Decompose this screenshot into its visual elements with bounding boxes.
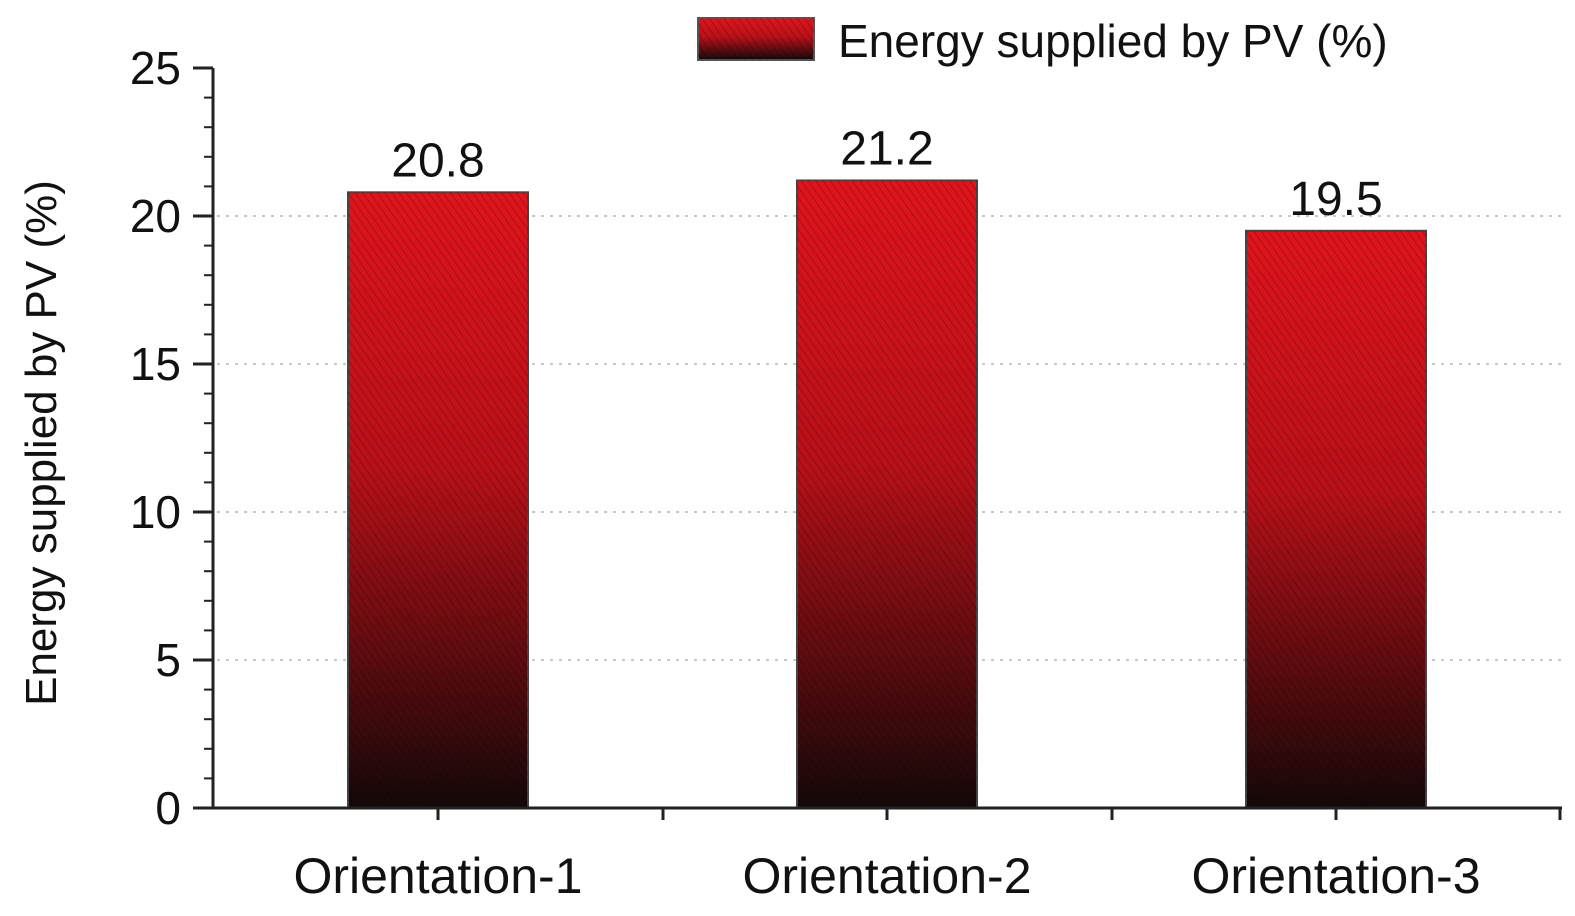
legend-swatch-hatch	[698, 18, 814, 60]
y-tick-label: 15	[130, 338, 181, 390]
bar-value-label: 19.5	[1289, 173, 1382, 226]
y-tick-label: 25	[130, 42, 181, 94]
data-labels: 20.8 21.2 19.5	[391, 122, 1382, 225]
x-tick-label: Orientation-3	[1191, 848, 1480, 904]
legend-label: Energy supplied by PV (%)	[838, 15, 1388, 67]
bar-hatch	[1246, 230, 1426, 809]
y-axis-title: Energy supplied by PV (%)	[17, 180, 66, 706]
bars	[347, 179, 1427, 810]
bar-value-label: 21.2	[840, 122, 933, 175]
y-tick-label: 0	[155, 782, 181, 834]
axes: 0 5 10 15 20 25 Orientation-1 Orientation-2 Orie…	[130, 42, 1562, 904]
x-tick-label: Orientation-1	[293, 848, 582, 904]
x-tick-label: Orientation-2	[742, 848, 1031, 904]
y-tick-label: 20	[130, 190, 181, 242]
y-tick-label: 5	[155, 634, 181, 686]
bar-value-label: 20.8	[391, 134, 484, 187]
legend: Energy supplied by PV (%)	[697, 15, 1388, 67]
bar-hatch	[797, 180, 977, 809]
bar-hatch	[348, 192, 528, 808]
y-tick-label: 10	[130, 486, 181, 538]
